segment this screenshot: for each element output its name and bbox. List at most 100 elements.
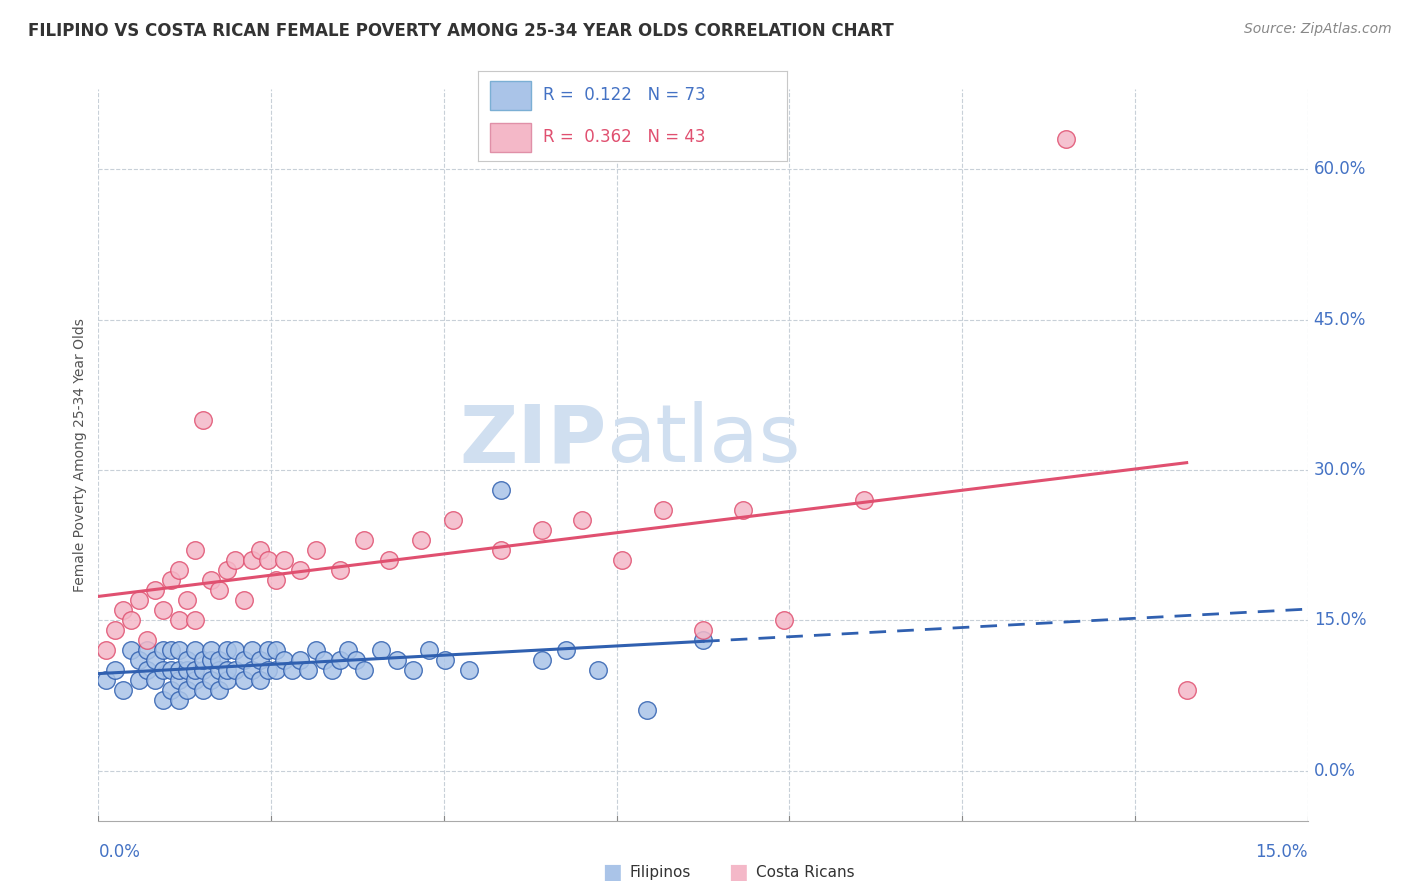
Point [555,643,578,657]
FancyBboxPatch shape [491,81,530,110]
Point [152,664,174,678]
Point [176,664,198,678]
Text: 60.0%: 60.0% [1313,161,1367,178]
Point [184,673,207,688]
Point [200,573,222,587]
Text: 30.0%: 30.0% [1313,461,1367,479]
Point [636,703,658,717]
Point [111,603,134,617]
Point [208,683,231,698]
Point [224,643,246,657]
Point [281,664,304,678]
Text: atlas: atlas [606,401,800,479]
Point [377,553,399,567]
Point [193,413,215,427]
Point [264,643,287,657]
Text: Costa Ricans: Costa Ricans [756,865,855,880]
Point [1054,132,1077,146]
Point [193,683,215,698]
Point [441,513,464,527]
Point [208,653,231,667]
Point [853,493,876,508]
Point [135,664,157,678]
Point [217,643,239,657]
Point [143,583,166,598]
Point [329,653,352,667]
Text: ■: ■ [728,863,748,882]
Point [353,664,375,678]
Point [103,624,125,638]
Point [176,683,198,698]
Point [120,613,142,627]
Point [184,543,207,558]
Point [692,624,714,638]
Text: R =  0.122   N = 73: R = 0.122 N = 73 [543,87,706,104]
Point [217,563,239,577]
Point [402,664,425,678]
Point [329,563,352,577]
Point [200,643,222,657]
Text: FILIPINO VS COSTA RICAN FEMALE POVERTY AMONG 25-34 YEAR OLDS CORRELATION CHART: FILIPINO VS COSTA RICAN FEMALE POVERTY A… [28,22,894,40]
Text: ZIP: ZIP [458,401,606,479]
Point [103,664,125,678]
Text: 15.0%: 15.0% [1256,843,1308,861]
Point [232,593,254,607]
Point [128,653,150,667]
Text: R =  0.362   N = 43: R = 0.362 N = 43 [543,128,706,146]
Point [143,673,166,688]
Point [232,673,254,688]
Point [176,653,198,667]
Point [256,553,278,567]
Point [240,664,263,678]
Point [135,643,157,657]
Point [217,673,239,688]
Point [176,593,198,607]
Point [160,664,183,678]
Point [193,653,215,667]
Point [96,643,118,657]
Point [128,593,150,607]
Point [264,664,287,678]
Point [288,563,311,577]
Point [273,553,295,567]
Point [232,653,254,667]
Point [120,643,142,657]
Point [337,643,360,657]
Point [314,653,336,667]
Point [217,664,239,678]
Point [772,613,794,627]
Point [305,643,328,657]
Point [491,543,513,558]
Point [167,664,190,678]
Point [152,643,174,657]
Text: ■: ■ [602,863,621,882]
Point [96,673,118,688]
Point [273,653,295,667]
Point [733,503,755,517]
Point [344,653,367,667]
Point [143,653,166,667]
Point [167,693,190,707]
Point [530,523,553,537]
Point [249,653,271,667]
Point [135,633,157,648]
Point [184,613,207,627]
Point [152,603,174,617]
Point [651,503,673,517]
Point [184,643,207,657]
Point [167,643,190,657]
Point [193,664,215,678]
Point [491,483,513,497]
Text: 15.0%: 15.0% [1313,611,1367,629]
Point [160,683,183,698]
Point [612,553,634,567]
Point [256,643,278,657]
Point [200,673,222,688]
Text: 0.0%: 0.0% [1313,762,1355,780]
Point [249,673,271,688]
Point [160,643,183,657]
Y-axis label: Female Poverty Among 25-34 Year Olds: Female Poverty Among 25-34 Year Olds [73,318,87,592]
Point [167,673,190,688]
Point [160,573,183,587]
Text: 45.0%: 45.0% [1313,310,1367,328]
